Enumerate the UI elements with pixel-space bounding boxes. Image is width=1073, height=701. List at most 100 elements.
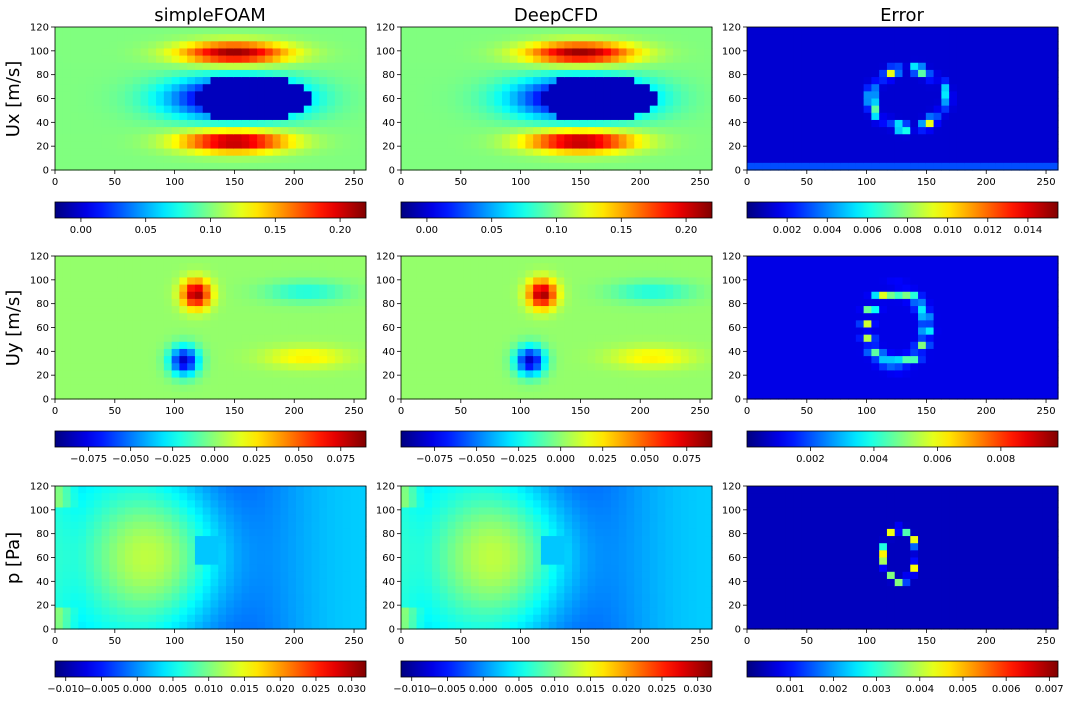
heatmap-cell [556,134,565,142]
heatmap-cell [86,98,95,107]
heatmap-cell [634,119,643,128]
heatmap-cell [140,306,149,314]
heatmap-cell [1026,55,1036,64]
heatmap-cell [680,48,690,57]
heatmap-cell [319,356,328,364]
heatmap-cell [156,77,165,85]
heatmap-cell [62,105,72,114]
heatmap-cell [879,27,888,35]
heatmap-cell [202,134,212,142]
heatmap-cell [478,306,488,314]
heatmap-cell [801,284,810,293]
heatmap-cell [296,91,305,100]
heatmap-cell [463,34,472,42]
heatmap-cell [964,162,974,171]
heatmap-cell [202,270,212,279]
heatmap-cell [933,313,942,321]
heatmap-cell [439,313,449,321]
heatmap-cell [311,384,320,393]
heatmap-cell [925,334,935,343]
heatmap-cell [747,384,756,393]
heatmap-cell [210,384,219,393]
heatmap-cell [416,377,425,386]
heatmap-cell [62,119,72,128]
heatmap-cell [132,341,142,350]
heatmap-cell [556,334,565,343]
heatmap-cell [257,98,266,107]
heatmap-cell [509,69,519,78]
heatmap-cell [319,348,328,357]
heatmap-cell [117,148,126,157]
heatmap-cell [832,148,841,157]
heatmap-cell [210,27,219,35]
heatmap-cell [579,391,589,400]
heatmap-cell [816,313,826,321]
heatmap-cell [463,112,472,121]
heatmap-cell [762,263,771,271]
heatmap-cell [148,27,157,35]
heatmap-cell [187,34,196,42]
heatmap-cell [556,148,565,157]
heatmap-cell [680,284,690,293]
heatmap-cell [509,48,519,57]
heatmap-cell [517,270,526,279]
heatmap-cell [754,27,764,35]
heatmap-cell [747,27,756,35]
heatmap-cell [902,27,911,35]
heatmap-cell [117,306,126,314]
heatmap-cell [171,341,180,350]
heatmap-cell [455,77,464,85]
heatmap-cell [424,306,433,314]
heatmap-cell [688,41,698,50]
y-tick-label: 60 [728,94,741,105]
heatmap-cell [1019,327,1028,336]
heatmap-cell [319,34,328,42]
heatmap-cell [156,127,165,135]
heatmap-cell [401,327,410,336]
heatmap-cell [995,327,1005,336]
heatmap-cell [801,313,810,321]
heatmap-cell [704,77,713,85]
heatmap-cell [272,155,282,164]
heatmap-cell [1003,91,1012,100]
heatmap-cell [956,119,966,128]
heatmap-cell [93,162,103,171]
heatmap-cell [595,62,604,71]
heatmap-cell [995,270,1005,279]
heatmap-cell [824,119,834,128]
heatmap-cell [540,313,550,321]
heatmap-cell [894,105,904,114]
heatmap-cell [401,119,410,128]
heatmap-cell [533,127,542,135]
heatmap-cell [879,384,888,393]
heatmap-cell [463,155,472,164]
heatmap-cell [478,27,488,35]
heatmap-cell [272,391,282,400]
heatmap-cell [1003,263,1012,271]
heatmap-cell [1011,356,1020,364]
heatmap-cell [86,334,95,343]
heatmap-cell [486,341,495,350]
heatmap-cell [109,356,118,364]
heatmap-cell [704,162,713,171]
heatmap-cell [886,27,896,35]
heatmap-cell [688,263,698,271]
heatmap-cell [210,256,219,264]
heatmap-cell [447,370,457,379]
heatmap-cell [579,306,589,314]
heatmap-cell [918,348,927,357]
heatmap-cell [241,41,250,50]
heatmap-cell [241,148,250,157]
heatmap-cell [319,363,328,371]
heatmap-cell [910,69,919,78]
row-label-uy: Uy [m/s] [3,290,24,367]
heatmap-cell [257,34,266,42]
heatmap-cell [816,341,826,350]
heatmap-cell [579,34,589,42]
heatmap-cell [62,341,72,350]
heatmap-cell [416,306,425,314]
heatmap-cell [210,284,219,293]
heatmap-cell [704,127,713,135]
heatmap-cell [288,91,297,100]
heatmap-cell [280,41,289,50]
